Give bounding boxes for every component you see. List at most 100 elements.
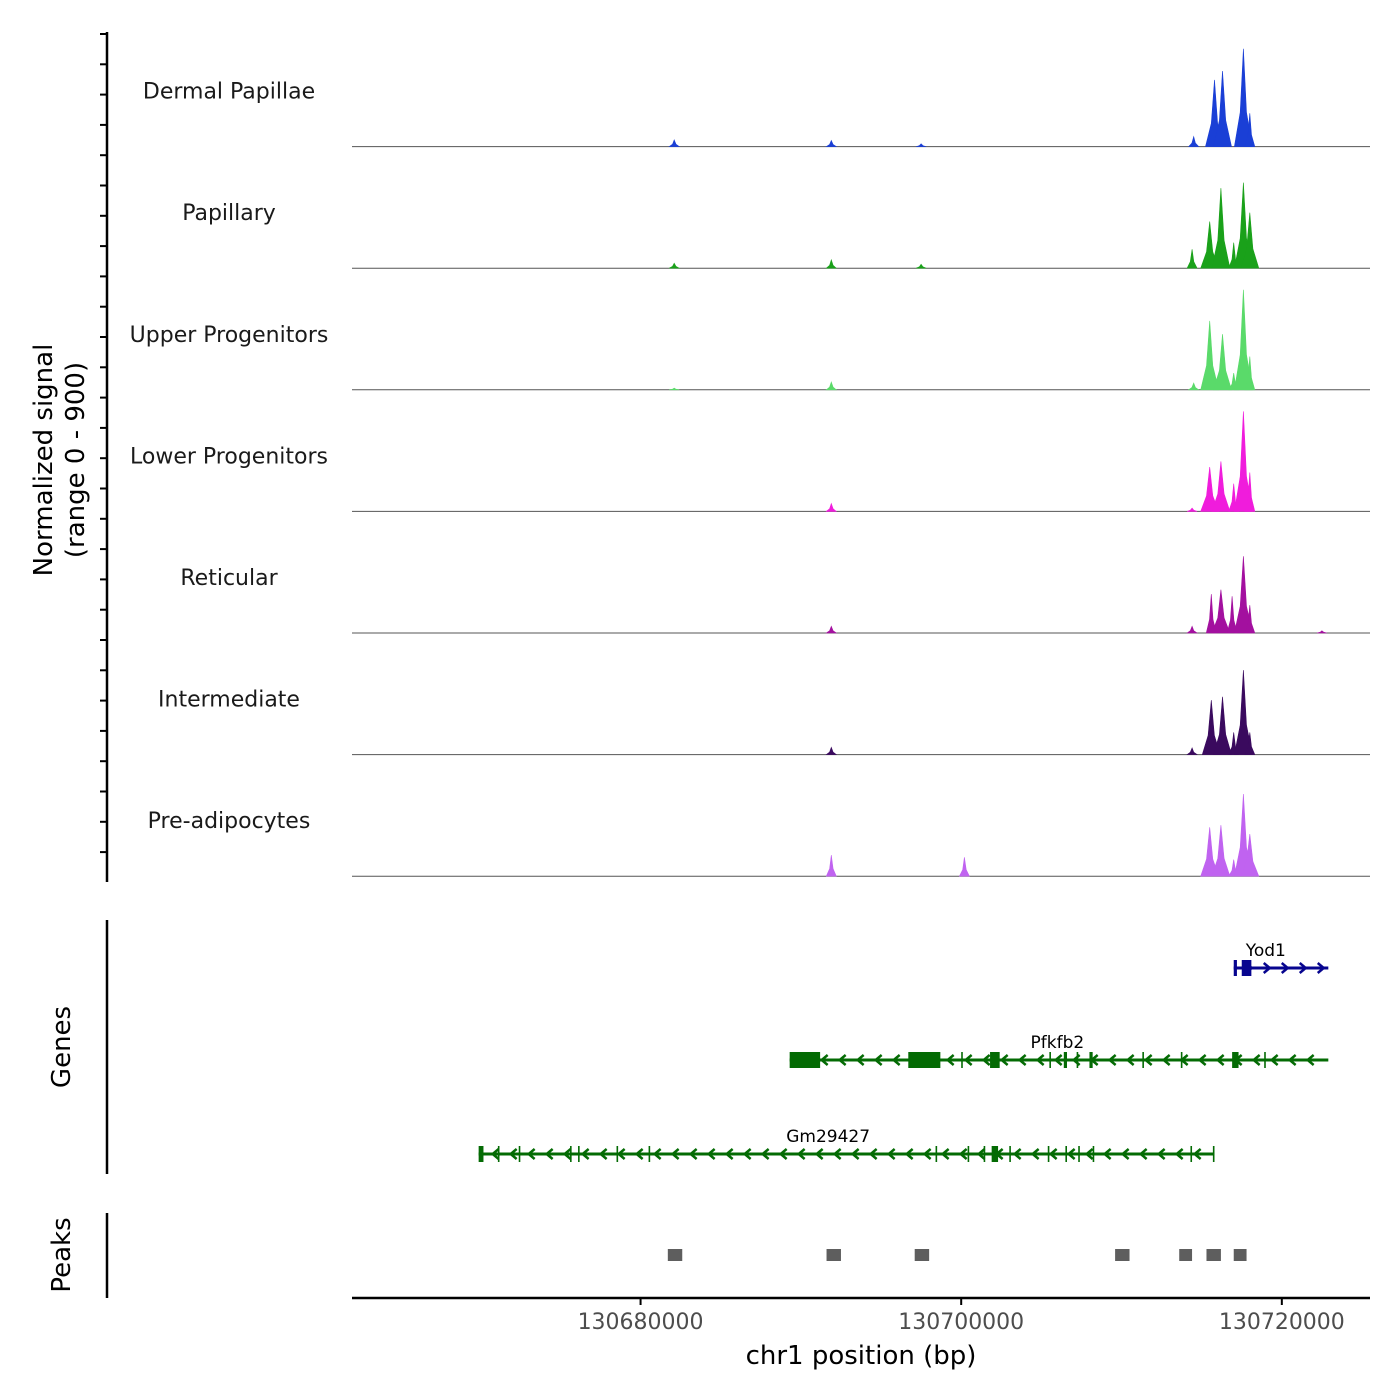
gene-pfkfb2: Pfkfb2 — [789, 1033, 1329, 1068]
gene-exon — [1190, 1146, 1193, 1162]
strand-arrow — [837, 1054, 847, 1066]
strand-arrow — [886, 1148, 896, 1160]
strand-arrow — [1161, 1054, 1171, 1066]
signal-peak — [915, 263, 927, 269]
track-upper-progenitors: Upper Progenitors — [130, 289, 1370, 391]
strand-arrow — [976, 1148, 986, 1160]
signal-peak — [1186, 625, 1199, 634]
signal-peak — [1244, 732, 1256, 755]
gene-exon — [1065, 1146, 1068, 1162]
strand-arrow — [1107, 1054, 1117, 1066]
strand-arrow — [891, 1054, 901, 1066]
gene-yod1: Yod1 — [1233, 941, 1329, 976]
track-label: Lower Progenitors — [130, 444, 328, 469]
gene-exon — [1089, 1052, 1093, 1068]
track-lower-progenitors: Lower Progenitors — [130, 411, 1370, 512]
gene-gm29427: Gm29427 — [478, 1127, 1215, 1162]
gene-exon — [1241, 960, 1252, 976]
strand-arrow — [981, 1054, 991, 1066]
signal-peak — [825, 258, 838, 269]
strand-arrow — [940, 1148, 950, 1160]
peak-region — [1179, 1249, 1193, 1261]
strand-arrow — [634, 1148, 644, 1160]
strand-arrow — [1125, 1054, 1135, 1066]
strand-arrow — [580, 1148, 590, 1160]
strand-arrow — [1120, 1148, 1130, 1160]
strand-arrow — [778, 1148, 788, 1160]
track-label: Papillary — [182, 201, 276, 226]
signal-peak — [669, 262, 681, 269]
genes-panel-label: Genes — [47, 1006, 77, 1088]
gene-exon — [518, 1146, 521, 1162]
strand-arrow — [598, 1148, 608, 1160]
gene-exon — [616, 1146, 619, 1162]
gene-exon — [983, 1146, 986, 1162]
strand-arrow — [868, 1148, 878, 1160]
strand-arrow — [1156, 1148, 1166, 1160]
strand-arrow — [760, 1148, 770, 1160]
signal-peak — [1211, 461, 1231, 512]
track-intermediate: Intermediate — [158, 670, 1370, 756]
strand-arrow — [1280, 962, 1290, 974]
strand-arrow — [796, 1148, 806, 1160]
strand-arrow — [850, 1148, 860, 1160]
signal-peak — [1213, 70, 1232, 147]
gene-exon — [961, 1052, 963, 1068]
signal-peak — [1187, 382, 1200, 391]
strand-arrow — [616, 1148, 626, 1160]
strand-arrow — [814, 1148, 824, 1160]
gene-exon — [1009, 1146, 1011, 1162]
gene-exon — [578, 1146, 580, 1162]
strand-arrow — [1287, 1054, 1297, 1066]
signal-peak — [1211, 188, 1231, 269]
peak-region — [1233, 1249, 1247, 1261]
x-tick-label: 130720000 — [1219, 1310, 1345, 1335]
x-axis-ticks: 130680000 130700000 130720000 — [578, 1298, 1345, 1335]
gene-exon — [1076, 1052, 1079, 1068]
track-label: Pre-adipocytes — [148, 809, 311, 834]
gene-exon — [789, 1052, 821, 1068]
signal-peak — [1213, 696, 1232, 755]
gene-label: Gm29427 — [786, 1127, 870, 1147]
signal-peak — [668, 139, 681, 147]
strand-arrow — [855, 1054, 865, 1066]
gene-exon — [935, 1146, 938, 1162]
strand-arrow — [526, 1148, 536, 1160]
track-reticular: Reticular — [180, 556, 1370, 634]
peak-region — [1206, 1249, 1221, 1261]
signal-peak — [916, 143, 927, 147]
peak-region — [914, 1249, 930, 1261]
signal-peak — [825, 139, 838, 147]
strand-arrow — [1066, 1148, 1076, 1160]
signal-peak — [1186, 747, 1199, 755]
gene-exon — [967, 1146, 970, 1162]
signal-peak — [1186, 249, 1198, 269]
strand-arrow — [1298, 962, 1308, 974]
gene-exon — [1142, 1052, 1144, 1068]
signal-peak — [825, 855, 837, 877]
gene-exon — [1047, 1146, 1050, 1162]
y-axis-label-line2: (range 0 - 900) — [61, 362, 91, 558]
gene-exon — [1180, 1052, 1183, 1068]
signal-peak — [1244, 472, 1256, 512]
strand-arrow — [1269, 1054, 1279, 1066]
strand-arrow — [724, 1148, 734, 1160]
gene-exon — [1264, 1052, 1266, 1068]
x-tick-label: 130700000 — [898, 1310, 1024, 1335]
gene-label: Pfkfb2 — [1031, 1033, 1085, 1053]
strand-arrow — [1030, 1148, 1040, 1160]
track-label: Intermediate — [158, 688, 300, 713]
signal-peak — [1188, 135, 1200, 147]
strand-arrow — [904, 1148, 914, 1160]
strand-arrow — [819, 1054, 829, 1066]
gene-exon — [570, 1146, 572, 1162]
strand-arrow — [1035, 1054, 1045, 1066]
strand-arrow — [922, 1148, 932, 1160]
strand-arrow — [1138, 1148, 1148, 1160]
strand-arrow — [999, 1054, 1009, 1066]
gene-exon — [1232, 1052, 1239, 1068]
peak-region — [667, 1249, 683, 1261]
strand-arrow — [1305, 1054, 1315, 1066]
gene-exon — [991, 1146, 999, 1162]
track-label: Reticular — [180, 566, 278, 591]
